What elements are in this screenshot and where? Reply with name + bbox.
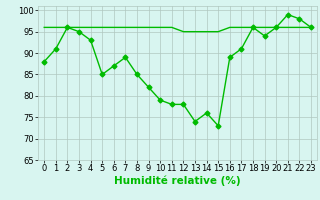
X-axis label: Humidité relative (%): Humidité relative (%) (114, 176, 241, 186)
